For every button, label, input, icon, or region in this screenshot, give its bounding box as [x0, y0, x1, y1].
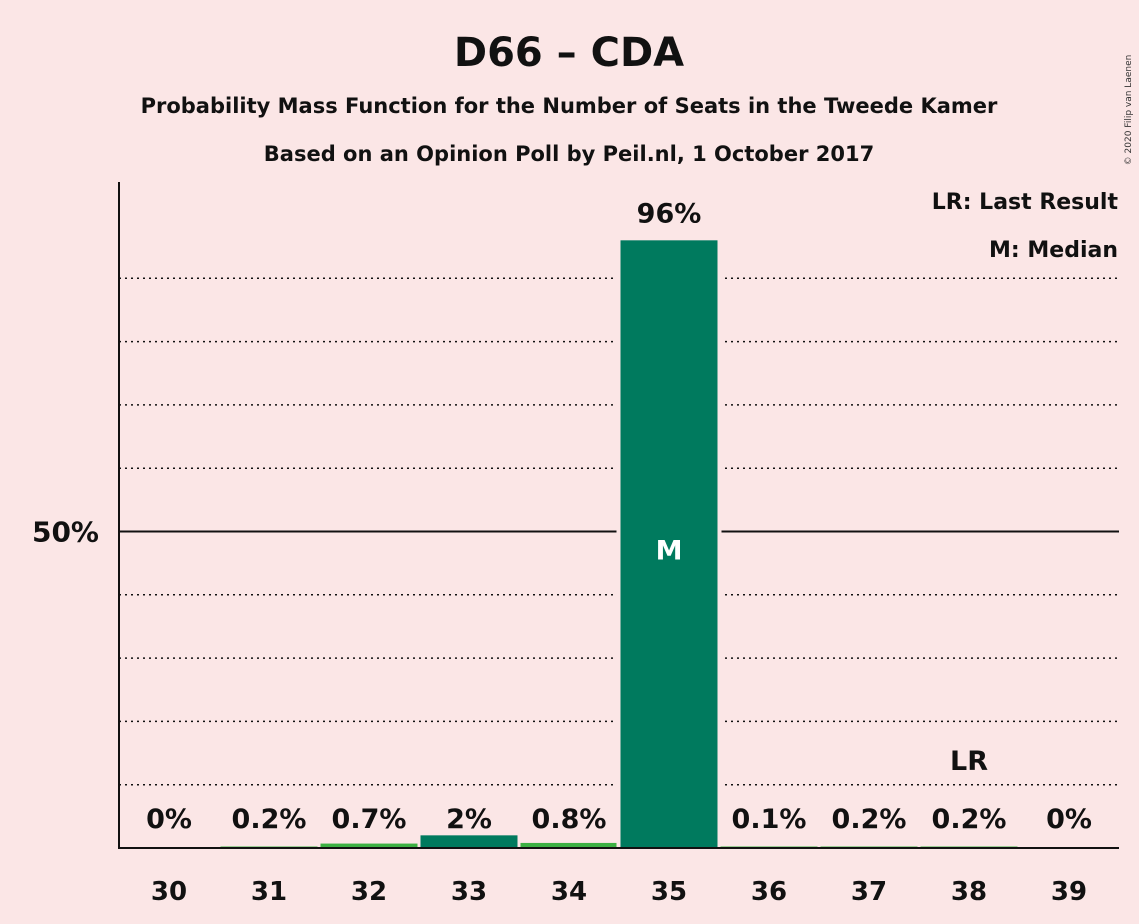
chart-title: D66 – CDA	[454, 30, 684, 76]
x-tick-36: 36	[751, 877, 787, 907]
last-result-marker: LR	[950, 746, 988, 777]
chart-subtitle: Probability Mass Function for the Number…	[141, 94, 998, 118]
data-label-39: 0%	[1046, 804, 1092, 835]
data-label-33: 2%	[446, 804, 492, 835]
data-label-30: 0%	[146, 804, 192, 835]
legend-last-result: LR: Last Result	[932, 190, 1119, 215]
bar-34	[520, 842, 618, 848]
x-tick-33: 33	[451, 877, 487, 907]
x-tick-32: 32	[351, 877, 387, 907]
x-tick-39: 39	[1051, 877, 1087, 907]
x-tick-38: 38	[951, 877, 987, 907]
data-label-37: 0.2%	[832, 804, 907, 835]
y-tick-label: 50%	[32, 516, 99, 549]
bar-33	[420, 835, 518, 848]
data-label-31: 0.2%	[232, 804, 307, 835]
data-label-34: 0.8%	[532, 804, 607, 835]
x-tick-34: 34	[551, 877, 587, 907]
copyright-notice: © 2020 Filip van Laenen	[1124, 55, 1134, 166]
bar-35	[620, 240, 718, 848]
data-label-32: 0.7%	[332, 804, 407, 835]
chart-source: Based on an Opinion Poll by Peil.nl, 1 O…	[264, 142, 874, 166]
data-label-36: 0.1%	[732, 804, 807, 835]
x-tick-37: 37	[851, 877, 887, 907]
axes: 50% 30 31 32 33 34 35 36 37 38 39	[32, 182, 1119, 907]
data-label-35: 96%	[637, 198, 702, 229]
data-label-38: 0.2%	[932, 804, 1007, 835]
x-tick-31: 31	[251, 877, 287, 907]
x-tick-35: 35	[651, 877, 687, 907]
x-tick-30: 30	[151, 877, 187, 907]
bar-32	[320, 843, 418, 848]
legend-median: M: Median	[989, 238, 1118, 263]
median-marker: M	[656, 536, 683, 567]
bars	[220, 240, 1018, 848]
data-labels: 0% 0.2% 0.7% 2% 0.8% 96% M 0.1% 0.2% 0.2% LR 0%	[146, 198, 1092, 835]
